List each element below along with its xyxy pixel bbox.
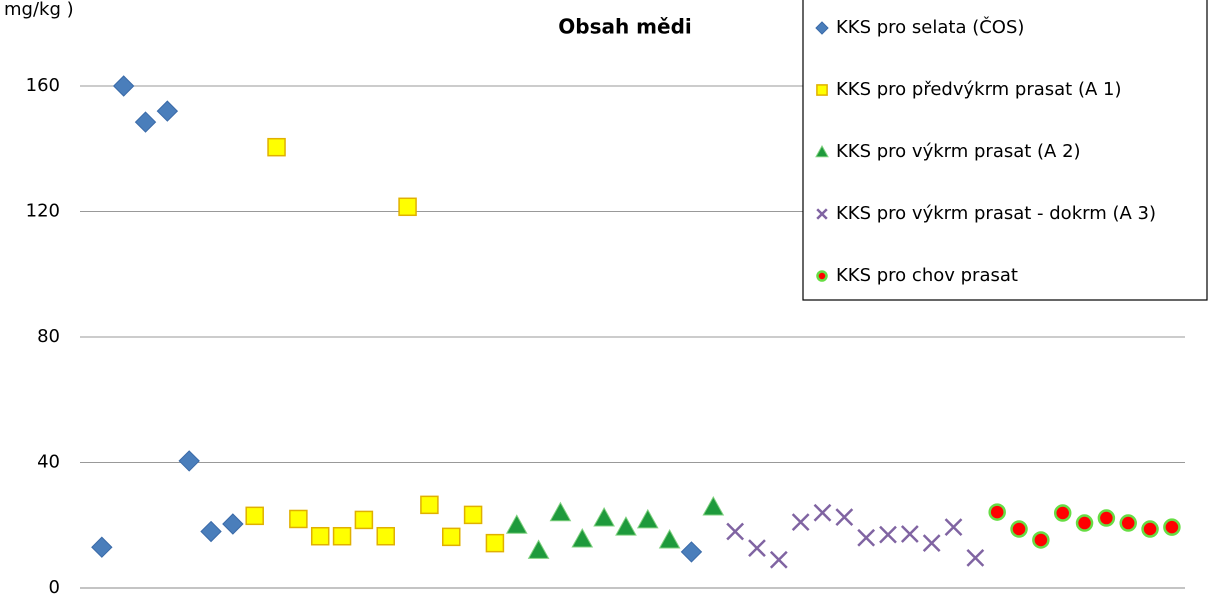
y-tick-label: 40 <box>37 452 60 473</box>
marker-circle <box>1032 531 1050 549</box>
marker-triangle <box>658 528 681 549</box>
marker-circle <box>1119 514 1137 532</box>
marker-square <box>398 197 417 217</box>
marker-square <box>332 526 352 546</box>
marker-x <box>726 522 745 541</box>
legend-label: KKS pro selata (ČOS) <box>836 16 1024 38</box>
legend-label: KKS pro výkrm prasat - dokrm (A 3) <box>836 203 1156 224</box>
marker-circle <box>1075 514 1094 532</box>
marker-diamond <box>112 75 135 97</box>
marker-x <box>922 534 941 553</box>
marker-square <box>310 526 330 546</box>
marker-square <box>463 505 483 525</box>
marker-diamond <box>134 111 157 133</box>
marker-square <box>816 84 828 96</box>
marker-diamond <box>156 100 179 122</box>
legend-label: KKS pro výkrm prasat (A 2) <box>836 141 1081 162</box>
marker-circle <box>988 503 1006 521</box>
marker-triangle <box>549 501 572 522</box>
marker-diamond <box>200 520 222 543</box>
marker-x <box>900 525 919 543</box>
y-tick-label: 120 <box>26 201 60 222</box>
marker-x <box>791 513 810 531</box>
y-tick-label: 160 <box>26 75 60 96</box>
marker-diamond <box>680 541 703 563</box>
marker-triangle <box>505 514 528 534</box>
marker-x <box>813 503 832 522</box>
marker-circle <box>1141 520 1159 538</box>
marker-x <box>835 508 854 526</box>
marker-circle <box>816 270 828 282</box>
legend-label: KKS pro chov prasat <box>836 265 1018 286</box>
marker-square <box>354 510 374 530</box>
marker-square <box>245 506 264 526</box>
marker-square <box>267 137 286 157</box>
marker-triangle <box>636 508 659 529</box>
marker-square <box>289 509 308 529</box>
y-tick-label: 80 <box>37 326 60 347</box>
y-axis-label: mg/kg ) <box>4 0 74 20</box>
marker-diamond <box>222 513 244 535</box>
marker-circle <box>1163 518 1181 536</box>
legend-label: KKS pro předvýkrm prasat (A 1) <box>836 79 1122 100</box>
marker-circle <box>1010 520 1028 538</box>
marker-circle <box>1053 504 1072 522</box>
marker-x <box>816 208 828 220</box>
marker-triangle <box>702 496 725 516</box>
marker-x <box>879 525 897 544</box>
marker-x <box>748 539 766 558</box>
y-tick-label: 0 <box>49 577 60 598</box>
marker-square <box>420 495 439 515</box>
marker-triangle <box>615 516 637 536</box>
chart-title: Obsah mědi <box>558 15 692 39</box>
marker-square <box>376 526 395 546</box>
marker-x <box>966 548 985 567</box>
marker-x <box>857 528 876 547</box>
marker-triangle <box>527 539 550 559</box>
marker-triangle <box>593 507 615 527</box>
marker-diamond <box>91 536 113 558</box>
marker-diamond <box>178 450 200 472</box>
marker-diamond <box>815 21 829 35</box>
marker-square <box>441 527 461 547</box>
marker-triangle <box>571 528 594 548</box>
marker-square <box>485 533 505 553</box>
marker-circle <box>1097 509 1116 527</box>
marker-x <box>944 518 963 537</box>
marker-x <box>769 550 788 569</box>
marker-triangle <box>815 144 829 158</box>
legend-box <box>802 0 1208 301</box>
